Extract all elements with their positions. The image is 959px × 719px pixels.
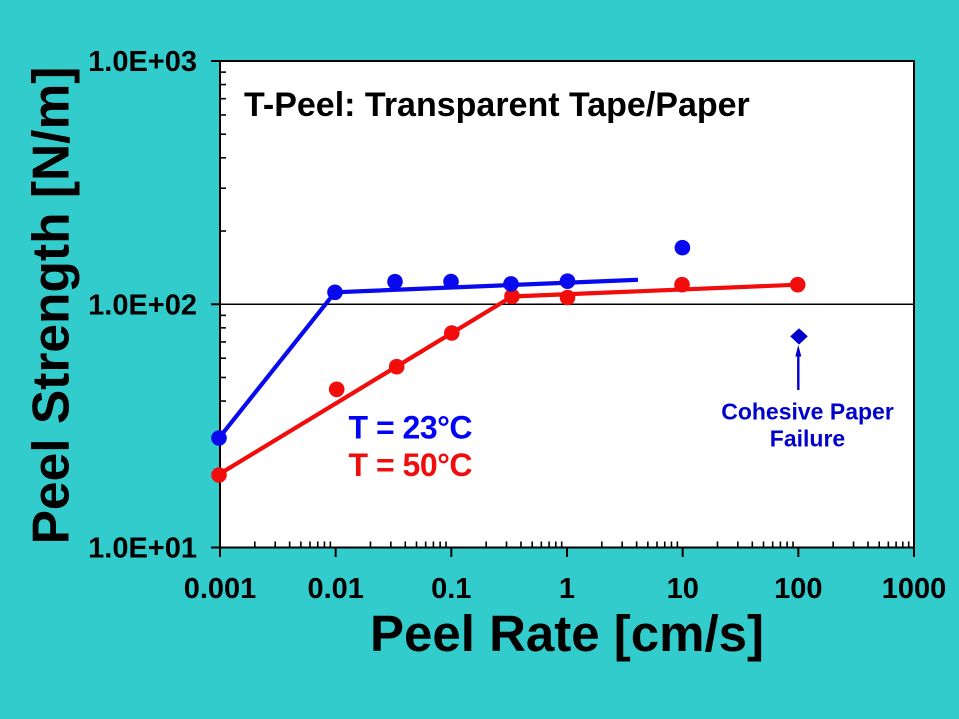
svg-text:10: 10 [667,573,699,605]
svg-text:1.0E+01: 1.0E+01 [88,533,197,565]
svg-text:Failure: Failure [770,426,845,452]
svg-text:Cohesive Paper: Cohesive Paper [721,399,894,425]
svg-text:Peel Rate [cm/s]: Peel Rate [cm/s] [370,605,764,662]
svg-text:T = 23°C: T = 23°C [349,410,473,446]
svg-text:0.01: 0.01 [307,573,363,605]
svg-text:1.0E+03: 1.0E+03 [88,46,197,78]
svg-text:100: 100 [774,573,822,605]
svg-text:T-Peel: Transparent Tape/Paper: T-Peel: Transparent Tape/Paper [244,86,750,124]
svg-text:1: 1 [559,573,575,605]
svg-text:Peel Strength [N/m]: Peel Strength [N/m] [22,67,80,545]
svg-text:T = 50°C: T = 50°C [349,447,473,483]
svg-text:1000: 1000 [882,573,947,605]
svg-text:1.0E+02: 1.0E+02 [88,289,197,321]
svg-text:0.1: 0.1 [431,573,471,605]
svg-text:0.001: 0.001 [184,573,257,605]
